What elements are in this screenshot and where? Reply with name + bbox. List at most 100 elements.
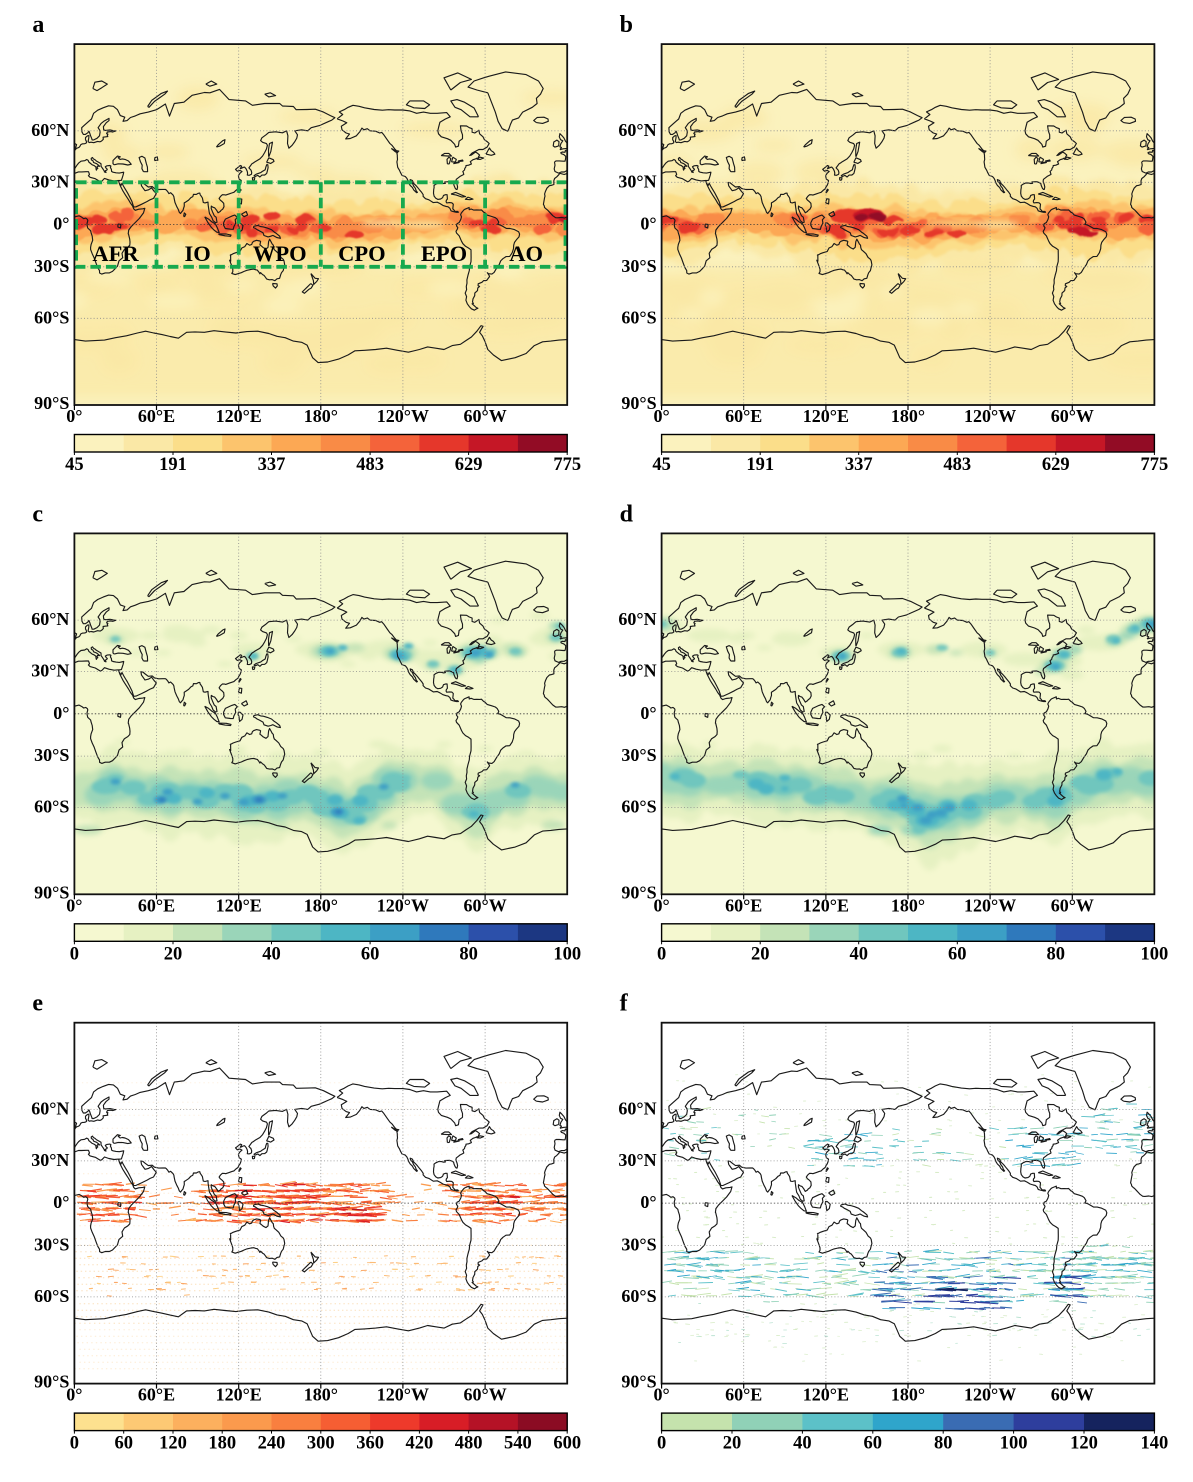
svg-text:60: 60	[361, 944, 380, 964]
svg-text:540: 540	[504, 1434, 532, 1454]
svg-text:120°E: 120°E	[216, 1385, 262, 1405]
svg-text:0°: 0°	[53, 214, 69, 234]
svg-text:120°W: 120°W	[377, 895, 429, 915]
svg-text:CPO: CPO	[338, 241, 386, 266]
svg-text:a: a	[32, 12, 44, 38]
svg-text:483: 483	[356, 455, 384, 475]
svg-text:0°: 0°	[640, 1192, 656, 1212]
svg-text:60°S: 60°S	[621, 307, 656, 327]
svg-text:60°N: 60°N	[618, 1098, 656, 1118]
svg-text:0°: 0°	[653, 1385, 669, 1405]
svg-text:0°: 0°	[640, 703, 656, 723]
svg-text:240: 240	[258, 1434, 286, 1454]
svg-text:0: 0	[70, 1434, 79, 1454]
svg-text:180°: 180°	[304, 895, 338, 915]
svg-text:120°E: 120°E	[216, 895, 262, 915]
svg-text:191: 191	[159, 455, 187, 475]
svg-text:45: 45	[65, 455, 84, 475]
svg-text:c: c	[32, 501, 43, 527]
svg-text:120°W: 120°W	[377, 406, 429, 426]
svg-text:191: 191	[746, 455, 774, 475]
svg-text:80: 80	[459, 944, 478, 964]
svg-text:60°E: 60°E	[725, 1385, 762, 1405]
svg-text:WPO: WPO	[253, 241, 307, 266]
svg-text:30°S: 30°S	[621, 256, 656, 276]
svg-text:60°W: 60°W	[463, 895, 506, 915]
svg-text:0°: 0°	[653, 406, 669, 426]
svg-text:90°S: 90°S	[34, 882, 69, 902]
svg-text:90°S: 90°S	[34, 1372, 69, 1392]
svg-text:120°E: 120°E	[216, 406, 262, 426]
svg-text:120°E: 120°E	[803, 1385, 849, 1405]
svg-text:IO: IO	[184, 241, 210, 266]
svg-text:60°W: 60°W	[1051, 1385, 1094, 1405]
svg-text:100: 100	[1000, 1434, 1028, 1454]
svg-text:30°S: 30°S	[621, 745, 656, 765]
svg-text:420: 420	[406, 1434, 434, 1454]
svg-text:180°: 180°	[891, 406, 925, 426]
svg-text:337: 337	[845, 455, 873, 475]
svg-text:60°S: 60°S	[34, 797, 69, 817]
svg-text:80: 80	[1047, 944, 1066, 964]
svg-text:40: 40	[262, 944, 281, 964]
svg-text:0: 0	[70, 944, 79, 964]
svg-text:30°N: 30°N	[31, 171, 69, 191]
svg-text:120°E: 120°E	[803, 895, 849, 915]
svg-text:90°S: 90°S	[621, 1372, 656, 1392]
svg-text:60°W: 60°W	[463, 1385, 506, 1405]
svg-text:0°: 0°	[66, 895, 82, 915]
svg-text:60°E: 60°E	[138, 895, 175, 915]
svg-text:120°W: 120°W	[964, 406, 1016, 426]
svg-text:60°E: 60°E	[138, 406, 175, 426]
svg-text:300: 300	[307, 1434, 335, 1454]
svg-text:0°: 0°	[66, 1385, 82, 1405]
svg-text:180°: 180°	[891, 1385, 925, 1405]
svg-text:30°N: 30°N	[618, 171, 656, 191]
svg-text:0°: 0°	[640, 214, 656, 234]
svg-text:120°W: 120°W	[964, 895, 1016, 915]
svg-text:60°W: 60°W	[1051, 406, 1094, 426]
svg-text:e: e	[32, 991, 43, 1017]
svg-text:60: 60	[948, 944, 967, 964]
svg-text:600: 600	[553, 1434, 581, 1454]
svg-text:30°N: 30°N	[31, 661, 69, 681]
svg-text:60°E: 60°E	[725, 895, 762, 915]
svg-text:60°W: 60°W	[1051, 895, 1094, 915]
svg-text:629: 629	[455, 455, 483, 475]
svg-text:20: 20	[723, 1434, 742, 1454]
svg-text:60°E: 60°E	[138, 1385, 175, 1405]
svg-text:120°E: 120°E	[803, 406, 849, 426]
svg-text:30°S: 30°S	[34, 1234, 69, 1254]
svg-text:60: 60	[114, 1434, 133, 1454]
svg-text:40: 40	[793, 1434, 812, 1454]
svg-text:180°: 180°	[304, 406, 338, 426]
svg-text:775: 775	[553, 455, 581, 475]
svg-text:60: 60	[864, 1434, 883, 1454]
svg-text:120°W: 120°W	[964, 1385, 1016, 1405]
svg-text:120°W: 120°W	[377, 1385, 429, 1405]
svg-text:90°S: 90°S	[621, 882, 656, 902]
svg-text:30°S: 30°S	[34, 256, 69, 276]
svg-text:180°: 180°	[891, 895, 925, 915]
svg-text:20: 20	[164, 944, 183, 964]
svg-text:60°S: 60°S	[34, 1286, 69, 1306]
svg-text:60°W: 60°W	[463, 406, 506, 426]
svg-text:60°E: 60°E	[725, 406, 762, 426]
svg-text:30°N: 30°N	[618, 661, 656, 681]
svg-text:120: 120	[1070, 1434, 1098, 1454]
svg-text:90°S: 90°S	[621, 393, 656, 413]
svg-text:45: 45	[652, 455, 671, 475]
svg-text:30°N: 30°N	[31, 1150, 69, 1170]
svg-text:60°N: 60°N	[31, 1098, 69, 1118]
svg-text:360: 360	[356, 1434, 384, 1454]
svg-text:60°N: 60°N	[618, 120, 656, 140]
svg-text:0: 0	[657, 944, 666, 964]
svg-text:30°S: 30°S	[34, 745, 69, 765]
svg-text:EPO: EPO	[421, 241, 467, 266]
svg-text:100: 100	[1141, 944, 1169, 964]
svg-text:AO: AO	[509, 241, 543, 266]
svg-text:180°: 180°	[304, 1385, 338, 1405]
svg-text:80: 80	[934, 1434, 953, 1454]
svg-text:90°S: 90°S	[34, 393, 69, 413]
svg-text:100: 100	[553, 944, 581, 964]
